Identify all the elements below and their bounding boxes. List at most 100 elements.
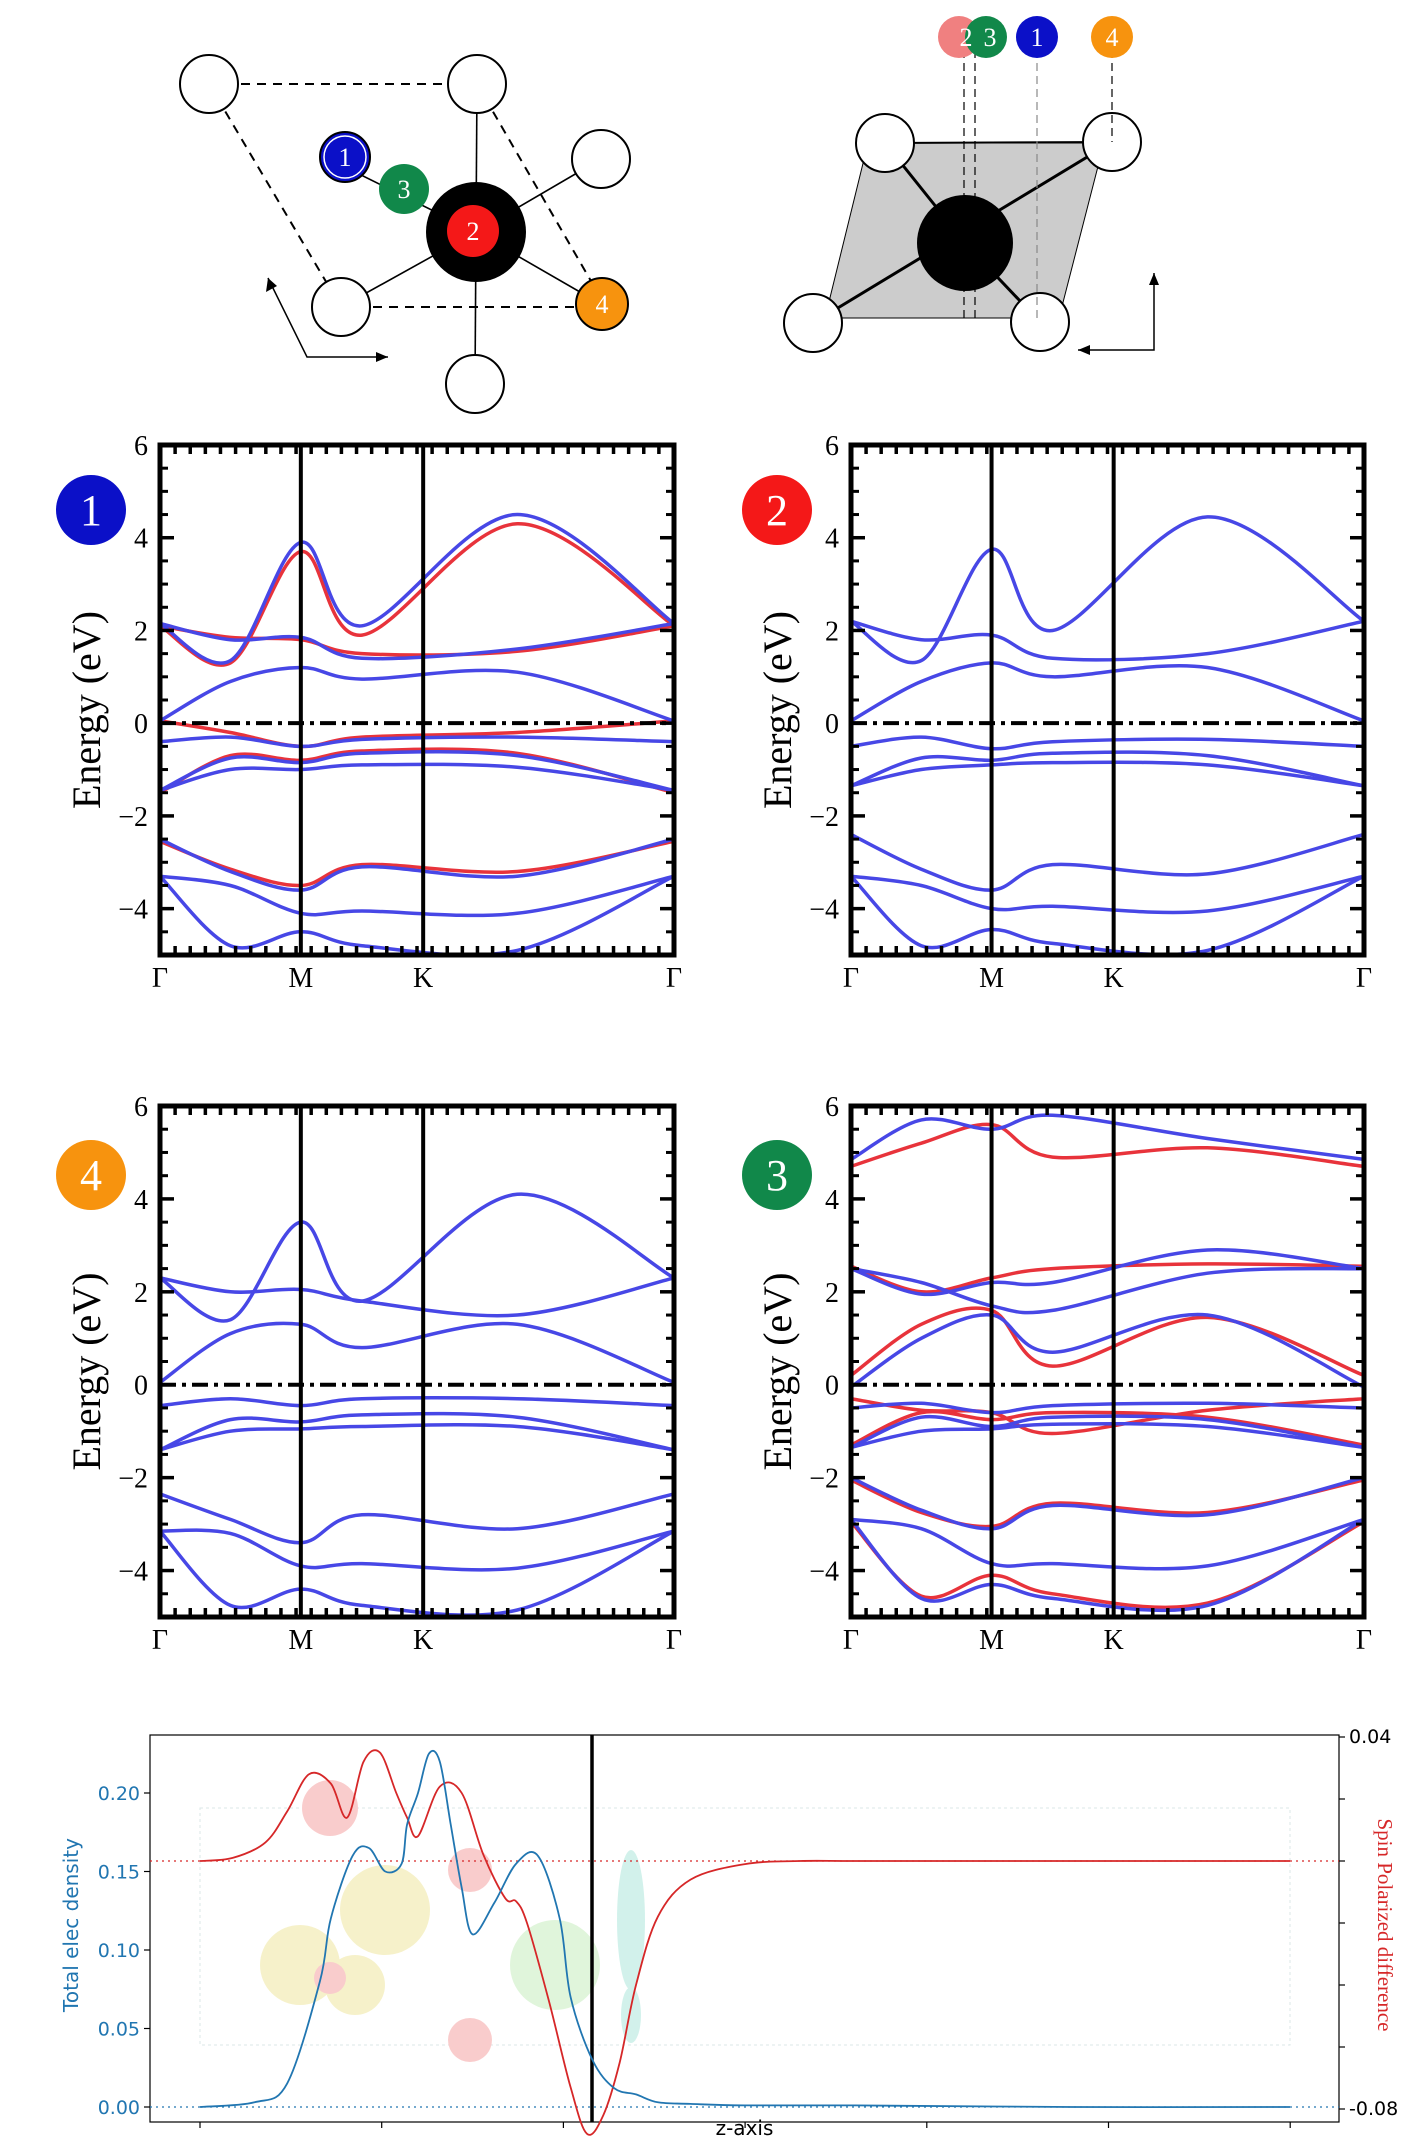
spin-up-band bbox=[160, 1321, 674, 1385]
spin-up-band bbox=[160, 1396, 674, 1408]
spin-up-band bbox=[160, 1276, 674, 1318]
y-right-axis-label: Spin Polarized difference bbox=[1373, 1818, 1397, 2031]
y-tick-label: 0.15 bbox=[98, 1862, 140, 1884]
y-axis-label: Total elec density bbox=[59, 1838, 83, 2013]
y-tick-label: 4 bbox=[825, 1185, 839, 1216]
overlay-atom bbox=[340, 1865, 430, 1955]
panel-badge bbox=[56, 475, 126, 545]
spin-up-band bbox=[851, 1248, 1364, 1297]
y-tick-label: 0 bbox=[134, 709, 148, 740]
y-tick-label: 0 bbox=[134, 1371, 148, 1402]
y-tick-label: 6 bbox=[134, 431, 148, 462]
side-view-diagram: 2 3 1 4 bbox=[783, 16, 1159, 355]
y-tick-label: 0 bbox=[825, 709, 839, 740]
spin-up-band bbox=[851, 1312, 1364, 1389]
arrow-head-icon bbox=[376, 352, 388, 362]
band-lines bbox=[160, 512, 674, 955]
overlay-box bbox=[199, 1807, 1291, 2046]
k-point-label: M bbox=[288, 963, 313, 994]
panel-badge bbox=[742, 1140, 812, 1210]
y-tick-label: −4 bbox=[118, 895, 148, 926]
spin-up-band bbox=[851, 874, 1364, 915]
overlay-atom bbox=[314, 1962, 346, 1994]
site-2-label: 2 bbox=[960, 23, 973, 52]
bond bbox=[884, 141, 1113, 144]
unit-cell-edge bbox=[476, 83, 607, 308]
y-tick-label: 4 bbox=[134, 1185, 148, 1216]
overlay-atom bbox=[448, 1848, 492, 1892]
y-tick-label: −4 bbox=[809, 895, 839, 926]
y-tick-label: −2 bbox=[118, 802, 148, 833]
y-tick-label: 4 bbox=[825, 524, 839, 555]
site-2-marker bbox=[447, 205, 499, 257]
spin-up-band bbox=[160, 512, 674, 665]
y-tick-label: −2 bbox=[809, 1464, 839, 1495]
atom bbox=[311, 277, 371, 337]
axis-arrow bbox=[267, 277, 388, 358]
site-1-marker bbox=[319, 131, 371, 183]
band-lines bbox=[160, 1192, 674, 1617]
unit-cell-edge bbox=[208, 83, 342, 308]
k-point-label: Γ bbox=[152, 963, 168, 994]
arrow-head-icon bbox=[266, 278, 277, 292]
band-panel-site-1: 1 6 4 2 0 −2 −4 Γ M K Γ Energy (eV) bbox=[56, 431, 682, 994]
spin-up-band bbox=[851, 1414, 1364, 1450]
y-tick-label: 2 bbox=[134, 1278, 148, 1309]
site-3-marker bbox=[379, 164, 429, 214]
k-point-label: Γ bbox=[152, 1625, 168, 1656]
k-point-label: M bbox=[288, 1625, 313, 1656]
spin-down-band bbox=[851, 1122, 1364, 1169]
panel-badge bbox=[56, 1140, 126, 1210]
density-line bbox=[199, 1749, 1291, 2109]
overlay-atom bbox=[302, 1780, 358, 1836]
panel-badge bbox=[742, 475, 812, 545]
k-point-label: Γ bbox=[666, 1625, 682, 1656]
spin-difference-line bbox=[199, 1749, 1290, 2136]
atom bbox=[447, 54, 507, 114]
spin-down-band bbox=[851, 1409, 1364, 1447]
spin-up-band bbox=[160, 874, 674, 955]
k-point-label: Γ bbox=[1356, 963, 1372, 994]
spin-up-band bbox=[160, 1422, 674, 1452]
k-point-label: M bbox=[979, 963, 1004, 994]
axis-arrow bbox=[1078, 273, 1155, 351]
band-panel-site-2: 2 6 4 2 0 −2 −4 Γ M K Γ Energy (eV) bbox=[742, 431, 1372, 994]
spin-up-band bbox=[160, 665, 674, 723]
spin-down-band bbox=[160, 522, 674, 667]
y-tick-label: 0 bbox=[825, 1371, 839, 1402]
y-tick-label: −4 bbox=[809, 1557, 839, 1588]
atom bbox=[783, 293, 843, 353]
overlay-atom bbox=[510, 1920, 600, 2010]
spin-up-band bbox=[160, 837, 674, 892]
spin-down-band bbox=[851, 1306, 1364, 1378]
y-tick-label: 6 bbox=[825, 431, 839, 462]
k-point-label: M bbox=[979, 1625, 1004, 1656]
y-axis-label: Energy (eV) bbox=[755, 611, 800, 809]
y-tick-label: 0.05 bbox=[98, 2019, 140, 2041]
y-tick-label: −4 bbox=[118, 1557, 148, 1588]
spin-up-band bbox=[160, 621, 674, 661]
site-4-marker bbox=[575, 277, 629, 331]
spin-up-band bbox=[851, 619, 1364, 662]
atom bbox=[1010, 292, 1070, 352]
spin-up-band bbox=[160, 1192, 674, 1323]
y-tick-label: 0.10 bbox=[98, 1940, 140, 1962]
band-panel-site-4: 4 6 4 2 0 −2 −4 Γ M K Γ Energy (eV) bbox=[56, 1092, 682, 1656]
y-tick-label: 6 bbox=[134, 1092, 148, 1123]
y-right-tick-label: 0.04 bbox=[1349, 1726, 1391, 1748]
site-4-marker bbox=[1091, 16, 1133, 58]
x-axis-label: z-axis bbox=[716, 2116, 774, 2137]
spin-up-band bbox=[160, 1492, 674, 1545]
y-tick-label: 2 bbox=[825, 1278, 839, 1309]
atom bbox=[179, 54, 239, 114]
spin-up-band bbox=[851, 874, 1364, 955]
site-4-label: 4 bbox=[1106, 23, 1119, 52]
spin-down-band bbox=[851, 1478, 1364, 1529]
site-4-label: 4 bbox=[596, 290, 609, 319]
k-point-label: Γ bbox=[843, 963, 859, 994]
spin-up-band bbox=[851, 735, 1364, 751]
spin-up-band bbox=[851, 750, 1364, 788]
panel-badge-label: 4 bbox=[80, 1151, 102, 1200]
y-axis-label: Energy (eV) bbox=[64, 611, 109, 809]
overlay-isosurface bbox=[621, 1987, 641, 2043]
